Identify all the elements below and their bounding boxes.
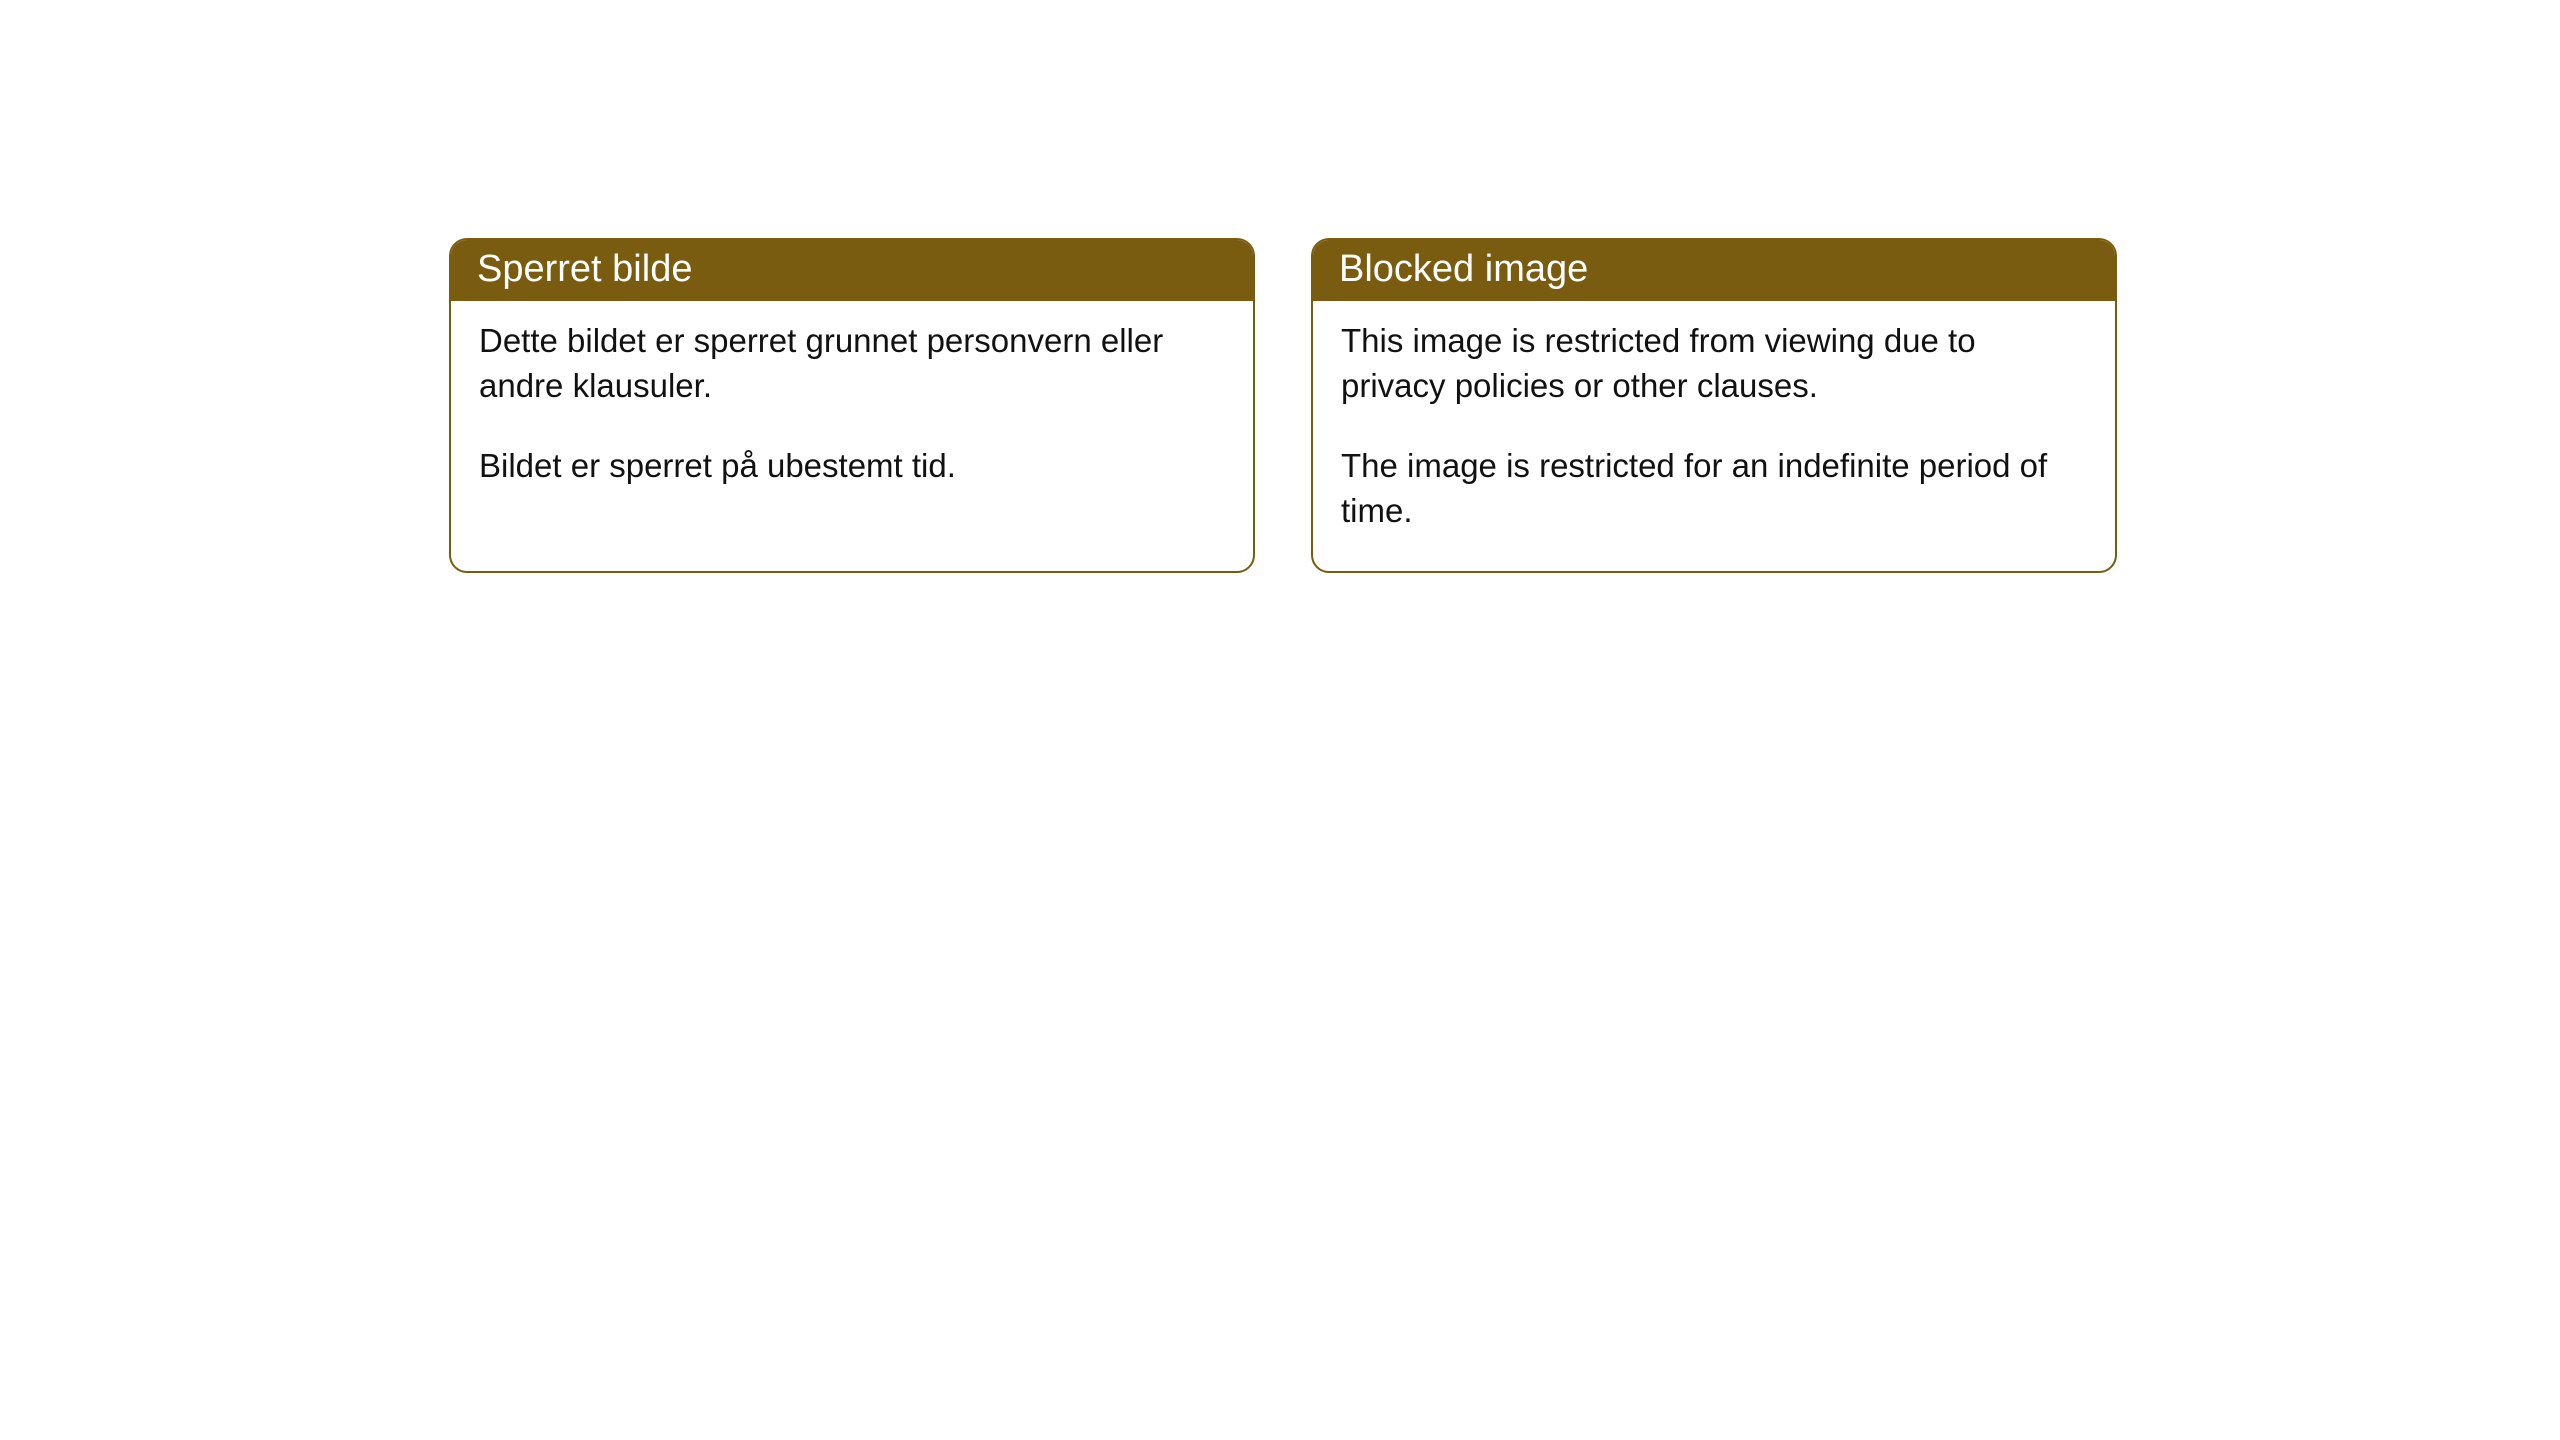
notice-cards-container: Sperret bilde Dette bildet er sperret gr… <box>449 238 2117 573</box>
notice-card-english: Blocked image This image is restricted f… <box>1311 238 2117 573</box>
card-paragraph: Dette bildet er sperret grunnet personve… <box>479 319 1225 408</box>
card-title: Sperret bilde <box>477 248 692 290</box>
card-header: Sperret bilde <box>451 240 1253 301</box>
card-body: This image is restricted from viewing du… <box>1313 301 2115 571</box>
card-paragraph: This image is restricted from viewing du… <box>1341 319 2087 408</box>
card-body: Dette bildet er sperret grunnet personve… <box>451 301 1253 527</box>
card-paragraph: The image is restricted for an indefinit… <box>1341 444 2087 533</box>
notice-card-norwegian: Sperret bilde Dette bildet er sperret gr… <box>449 238 1255 573</box>
card-title: Blocked image <box>1339 248 1588 290</box>
card-header: Blocked image <box>1313 240 2115 301</box>
card-paragraph: Bildet er sperret på ubestemt tid. <box>479 444 1225 489</box>
